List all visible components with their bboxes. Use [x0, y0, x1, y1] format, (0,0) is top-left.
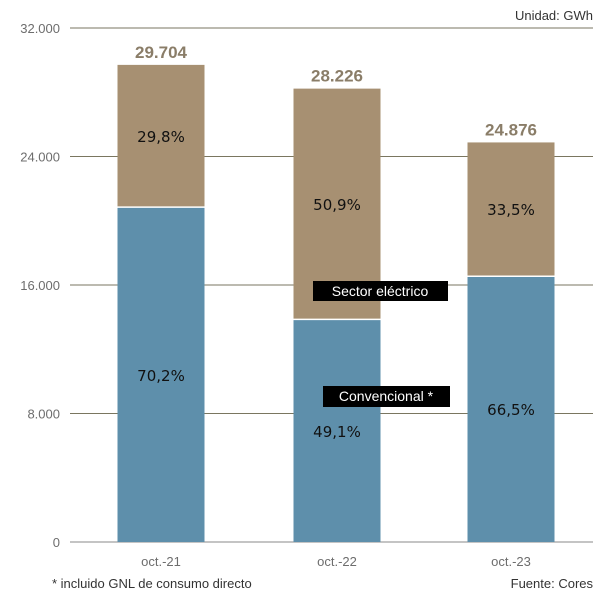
segment-percent-label: 49,1%: [313, 423, 361, 441]
y-tick-label: 24.000: [20, 150, 60, 165]
data-labels: 29.704 28.226 24.876 70,2% 29,8% 49,1% 50,9% 66…: [135, 43, 537, 441]
segment-percent-label: 70,2%: [137, 367, 185, 385]
y-tick-label: 16.000: [20, 278, 60, 293]
footnote: * incluido GNL de consumo directo: [52, 576, 252, 591]
legend-tag-sector-electrico-label: Sector eléctrico: [332, 283, 429, 299]
legend-tag-sector-electrico: Sector eléctrico: [313, 281, 448, 301]
segment-percent-label: 50,9%: [313, 196, 361, 214]
bar-total-label: 24.876: [485, 120, 537, 139]
bars: [117, 64, 555, 542]
source-note: Fuente: Cores: [511, 576, 594, 591]
legend-tag-convencional-label: Convencional *: [339, 388, 434, 404]
y-tick-label: 8.000: [27, 407, 60, 422]
bar-total-label: 28.226: [311, 67, 363, 86]
x-category-label: oct.-21: [141, 554, 181, 569]
legend-tag-sector-electrico-bg: [313, 281, 448, 301]
bar-total-label: 29.704: [135, 43, 188, 62]
unit-note: Unidad: GWh: [515, 8, 593, 23]
bar-segment: [117, 207, 205, 542]
bar-segment: [467, 142, 555, 277]
x-axis-categories: oct.-21 oct.-22 oct.-23: [141, 554, 531, 569]
segment-percent-label: 66,5%: [487, 401, 535, 419]
y-tick-label: 32.000: [20, 21, 60, 36]
bar-segment: [293, 88, 381, 320]
segment-percent-label: 29,8%: [137, 128, 185, 146]
bar-segment: [467, 276, 555, 542]
bar-segment: [293, 319, 381, 542]
legend-tag-convencional-bg: [323, 386, 450, 407]
bar-segment: [117, 64, 205, 208]
legend-tag-convencional: Convencional *: [323, 386, 450, 407]
x-category-label: oct.-23: [491, 554, 531, 569]
y-axis-ticks: 0 8.000 16.000 24.000 32.000: [20, 21, 60, 550]
segment-percent-label: 33,5%: [487, 201, 535, 219]
y-tick-label: 0: [53, 535, 60, 550]
x-category-label: oct.-22: [317, 554, 357, 569]
